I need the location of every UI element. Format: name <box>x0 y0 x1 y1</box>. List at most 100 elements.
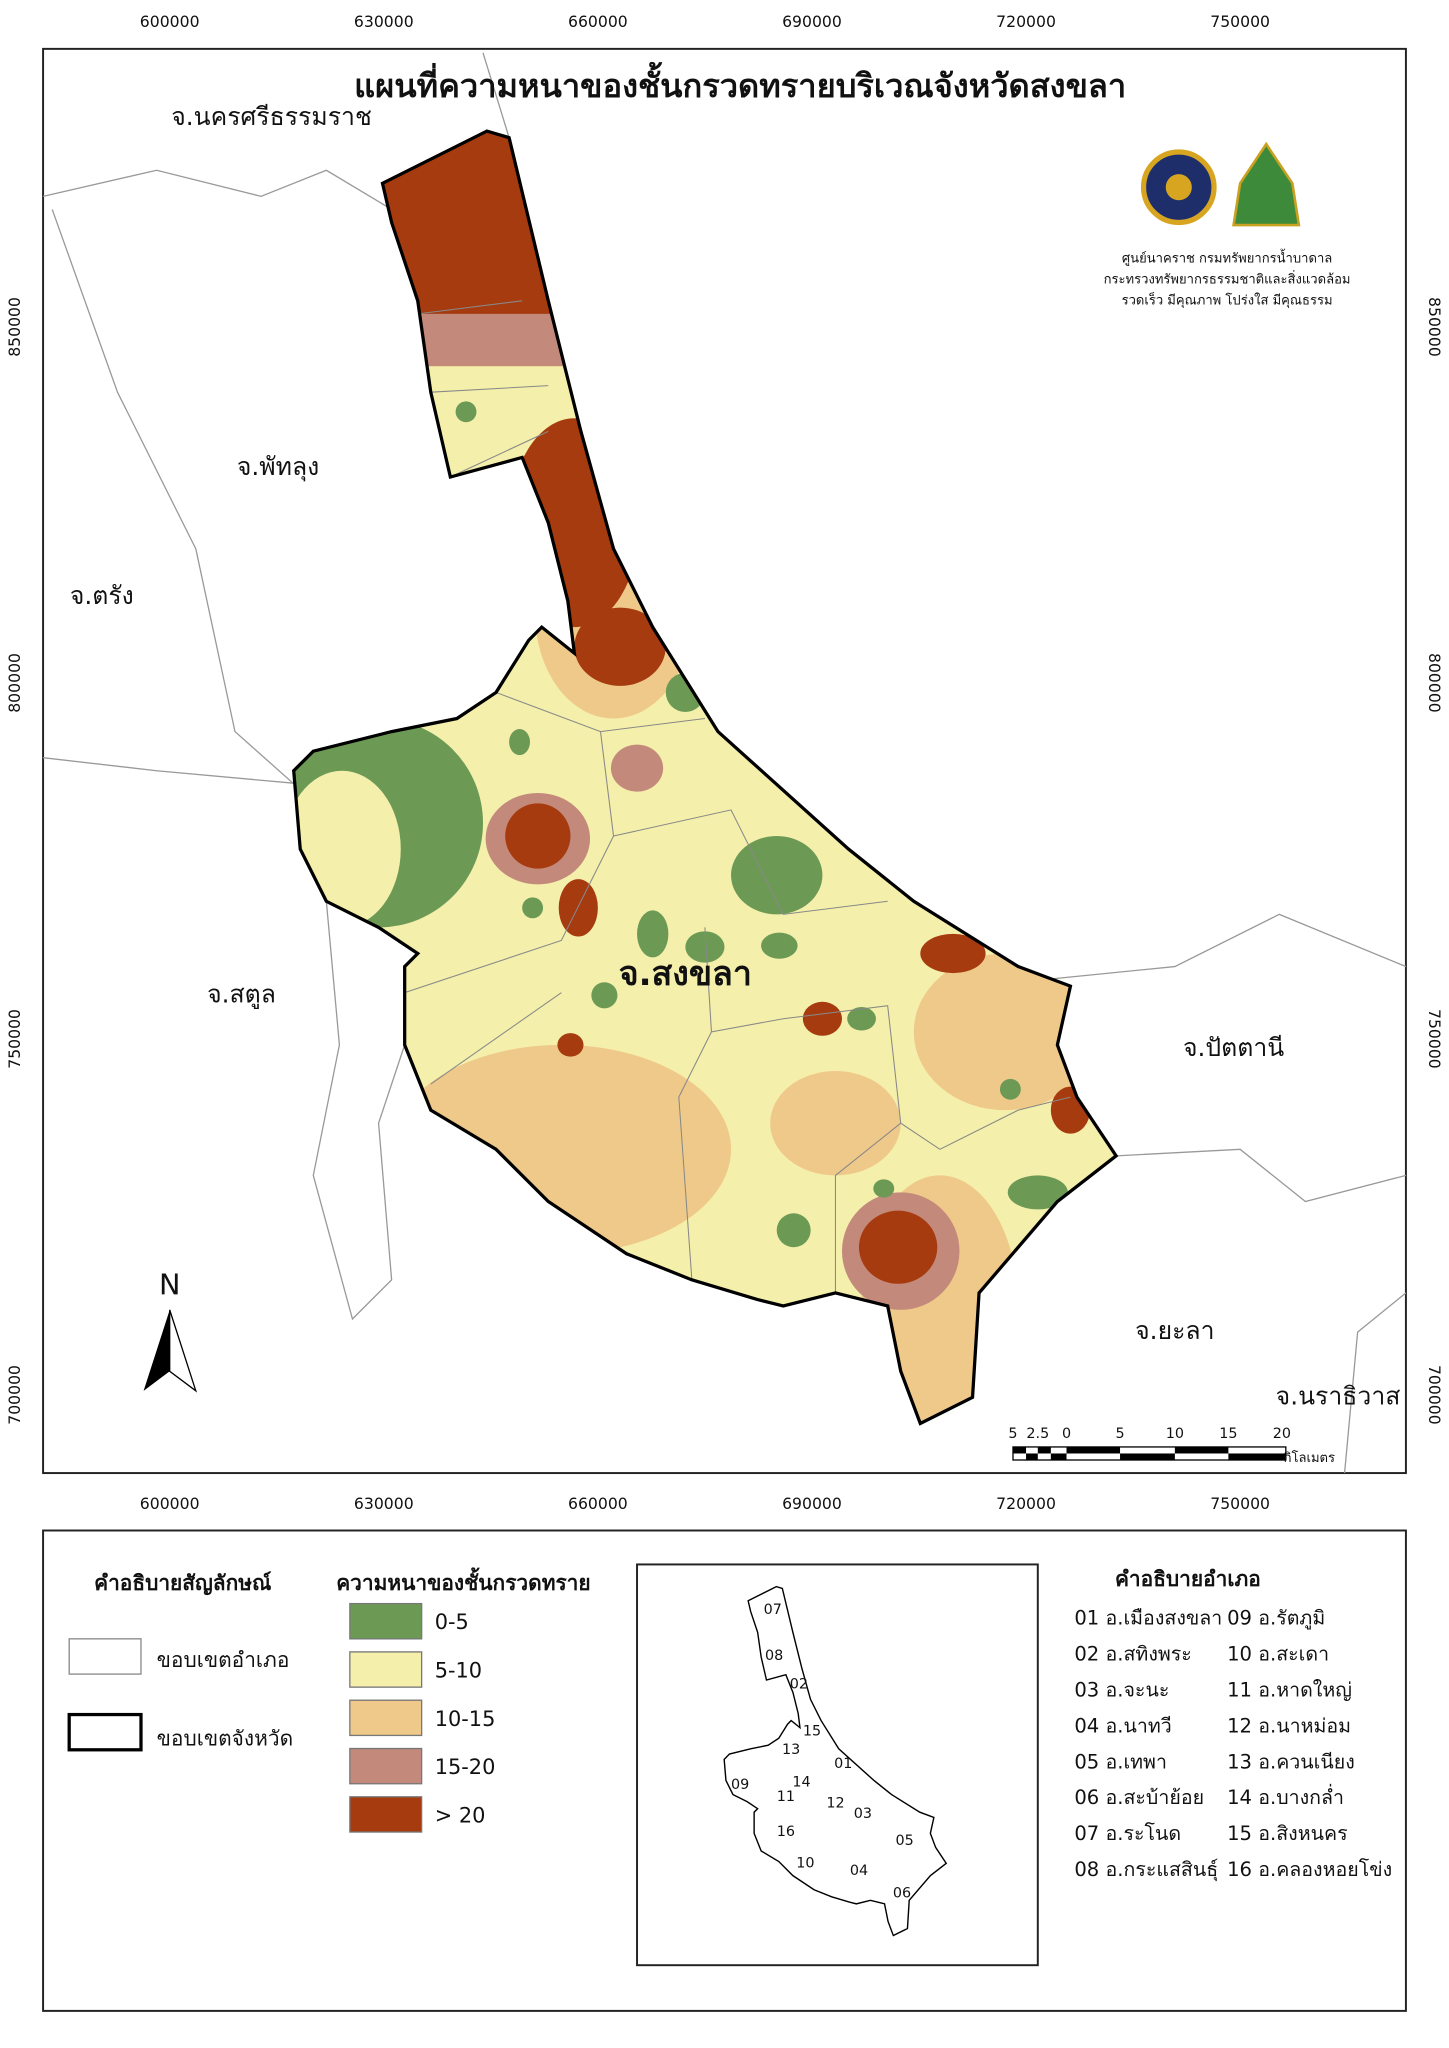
inset-label: 09 <box>731 1777 749 1793</box>
zone-over-20 <box>858 1210 938 1284</box>
zone-0-5 <box>761 932 798 959</box>
thickness-label: 10-15 <box>435 1707 496 1731</box>
thickness-swatch <box>349 1602 423 1640</box>
zone-0-5 <box>509 728 530 756</box>
zone-over-20 <box>802 1001 842 1036</box>
boundary <box>312 901 406 1321</box>
zone-0-5 <box>999 1078 1021 1100</box>
thickness-label: 0-5 <box>435 1610 469 1634</box>
zone-10-15 <box>913 953 1097 1111</box>
scale-label: 20 <box>1273 1426 1291 1442</box>
inset-label: 10 <box>796 1855 814 1871</box>
x-coordinate-label: 630000 <box>354 1494 414 1513</box>
legend-title: คำอธิบายสัญลักษณ์ <box>94 1571 271 1596</box>
x-coordinate-label: 690000 <box>782 1494 842 1513</box>
zone-over-20 <box>920 933 986 974</box>
logo <box>1165 174 1192 201</box>
zone-0-5 <box>847 1007 876 1031</box>
district-item: 14 อ.บางกล่ำ <box>1227 1784 1344 1809</box>
boundary <box>1044 913 1407 981</box>
zone-15-20 <box>610 744 664 792</box>
legend-swatch-province <box>67 1712 143 1752</box>
x-coordinate-label: 600000 <box>140 12 200 31</box>
district-item: 07 อ.ระโนด <box>1074 1822 1181 1845</box>
boundary <box>482 52 510 138</box>
district-boundaries <box>404 300 1071 1293</box>
inset-label: 12 <box>826 1795 844 1811</box>
province-label: จ.พัทลุง <box>237 452 319 482</box>
scale-segment <box>1050 1453 1067 1461</box>
thickness-swatch <box>349 1796 423 1833</box>
district-item: 05 อ.เทพา <box>1074 1750 1167 1773</box>
boundary <box>1116 1148 1407 1203</box>
inset-label: 05 <box>896 1833 914 1849</box>
scale-segment <box>1066 1446 1121 1454</box>
thickness-swatch <box>349 1651 423 1688</box>
thickness-swatch <box>349 1747 423 1785</box>
inset-label: 06 <box>893 1885 911 1901</box>
district-boundary <box>404 300 1071 1293</box>
province-label: จ.ยะลา <box>1135 1316 1214 1345</box>
thickness-label: 5-10 <box>435 1658 482 1682</box>
district-item: 02 อ.สทิงพระ <box>1074 1643 1191 1666</box>
inset-label: 02 <box>790 1677 808 1693</box>
zone-0-5 <box>522 897 544 919</box>
y-coordinate-label: 700000 <box>5 1365 24 1425</box>
logos <box>1140 141 1301 227</box>
inset-label: 11 <box>777 1789 795 1805</box>
inset-label: 07 <box>764 1602 782 1618</box>
zone-0-5 <box>455 401 477 423</box>
zone-over-20 <box>574 607 666 686</box>
province-label: จ.สตูล <box>207 979 276 1009</box>
scale-label: 15 <box>1219 1426 1237 1442</box>
zone-over-20 <box>505 803 571 869</box>
scale-segment <box>1120 1453 1175 1461</box>
scale-label: 0 <box>1062 1426 1071 1442</box>
district-item: 09 อ.รัตภูมิ <box>1227 1607 1325 1631</box>
x-coordinate-label: 660000 <box>568 12 628 31</box>
north-arrow-half <box>143 1309 170 1391</box>
district-item: 04 อ.นาทวี <box>1074 1714 1171 1737</box>
inset-label: 03 <box>854 1806 872 1822</box>
inset-label: 15 <box>803 1724 821 1740</box>
agency-text: กระทรวงทรัพยากรธรรมชาติและสิ่งแวดล้อม <box>1104 269 1351 287</box>
x-coordinate-label: 690000 <box>782 12 842 31</box>
x-coordinate-label: 720000 <box>996 1494 1056 1513</box>
district-item: 15 อ.สิงหนคร <box>1227 1822 1348 1845</box>
district-item: 13 อ.ควนเนียง <box>1227 1750 1355 1773</box>
inset-label: 04 <box>850 1863 868 1879</box>
main-label: จ.สงขลา <box>619 954 752 994</box>
boundary <box>43 757 301 785</box>
logo <box>1232 141 1301 227</box>
province-label: จ.ตรัง <box>70 581 134 610</box>
zone-10-15 <box>770 1070 901 1176</box>
inset-label: 01 <box>834 1756 852 1772</box>
province-label: จ.ปัตตานี <box>1183 1033 1284 1062</box>
boundary <box>51 209 295 785</box>
x-coordinate-label: 660000 <box>568 1494 628 1513</box>
x-coordinate-label: 720000 <box>996 12 1056 31</box>
inset-label: 14 <box>792 1774 810 1790</box>
district-item: 10 อ.สะเดา <box>1227 1643 1329 1666</box>
scale-label: 5 <box>1115 1426 1124 1442</box>
scale-segment <box>1228 1453 1286 1461</box>
north-arrow <box>143 1309 198 1393</box>
zone-0-5 <box>873 1179 895 1198</box>
y-coordinate-label: 850000 <box>5 297 24 357</box>
zone-0-5 <box>591 982 618 1009</box>
province-label: จ.นราธิวาส <box>1276 1381 1401 1410</box>
zone-over-20 <box>558 879 598 937</box>
legend-label: ขอบเขตจังหวัด <box>157 1726 293 1750</box>
scale-label: 10 <box>1166 1426 1184 1442</box>
district-item: 11 อ.หาดใหญ่ <box>1227 1679 1352 1702</box>
boundary <box>42 169 392 210</box>
scale-label: 2.5 <box>1026 1426 1049 1442</box>
scale-segment <box>1026 1453 1038 1461</box>
zone-over-20 <box>557 1033 584 1057</box>
zone-0-5 <box>1007 1175 1068 1210</box>
thickness-legend-title: ความหนาของชั้นกรวดทราย <box>336 1567 590 1595</box>
district-item: 03 อ.จะนะ <box>1074 1679 1169 1702</box>
legend-label: ขอบเขตอำเภอ <box>157 1648 290 1672</box>
zone-0-5 <box>776 1213 811 1248</box>
